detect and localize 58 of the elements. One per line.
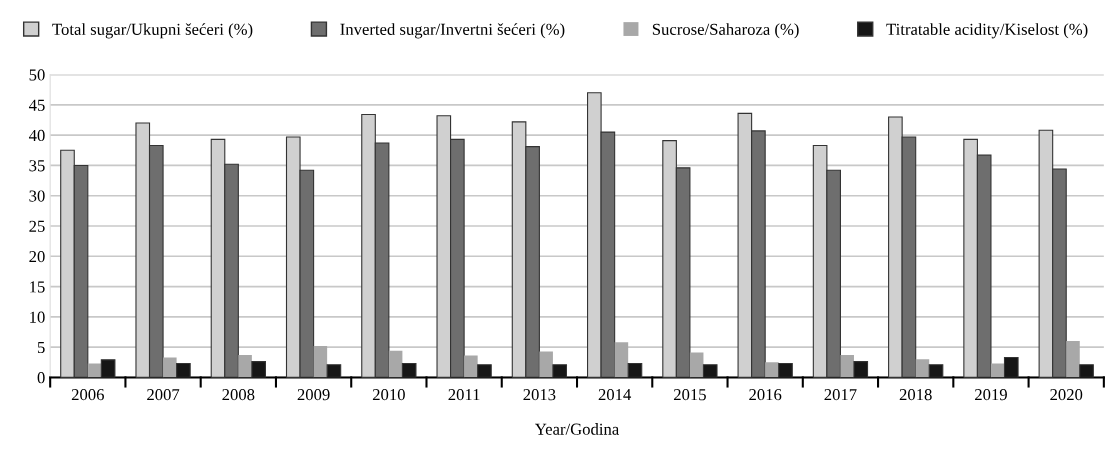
y-tick-label: 35 — [29, 160, 45, 172]
x-tick-label: 2018 — [899, 389, 932, 401]
y-tick-label: 50 — [29, 69, 45, 81]
bar — [539, 351, 553, 378]
legend-label: Sucrose/Saharoza (%) — [652, 23, 799, 39]
legend-label: Inverted sugar/Invertni šećeri (%) — [340, 23, 565, 39]
bar — [853, 361, 869, 378]
x-tick-label: 2016 — [749, 389, 782, 401]
bar — [100, 359, 116, 378]
bar — [87, 363, 102, 378]
bar — [928, 364, 944, 378]
bar — [401, 362, 417, 378]
x-tick-label: 2007 — [147, 389, 180, 401]
x-tick-label: 2014 — [598, 389, 632, 401]
bar — [176, 362, 191, 378]
bar — [765, 362, 779, 378]
bar — [702, 364, 718, 378]
bar — [238, 355, 252, 378]
bar — [915, 359, 930, 378]
y-tick-label: 15 — [30, 281, 45, 293]
x-tick-label: 2015 — [673, 389, 706, 401]
legend-label: Titratable acidity/Kiselost (%) — [886, 23, 1088, 39]
x-tick-label: 2011 — [448, 389, 480, 401]
y-tick-label: 45 — [28, 99, 45, 111]
x-tick-label: 2020 — [1050, 389, 1083, 401]
y-tick-label: 10 — [30, 311, 45, 323]
y-tick-label: 20 — [29, 250, 45, 263]
x-axis-title: Year/Godina — [534, 423, 619, 435]
bar — [477, 364, 492, 378]
x-tick-label: 2019 — [975, 389, 1007, 401]
bar — [464, 355, 478, 378]
bar — [388, 350, 403, 378]
y-tick-label: 25 — [29, 220, 45, 232]
y-tick-label: 5 — [37, 342, 45, 354]
y-tick-label: 0 — [37, 372, 45, 384]
bar — [1003, 356, 1019, 378]
x-tick-label: 2009 — [297, 389, 330, 401]
bar — [627, 362, 643, 378]
bar — [251, 361, 266, 378]
y-tick-label: 30 — [29, 190, 45, 202]
bar — [326, 364, 342, 378]
x-tick-label: 2006 — [71, 389, 104, 401]
legend-label: Total sugar/Ukupni šećeri (%) — [52, 23, 253, 39]
bar — [840, 355, 854, 378]
y-tick-label: 40 — [28, 129, 45, 142]
x-tick-label: 2008 — [222, 389, 255, 401]
bar — [552, 364, 568, 378]
x-tick-label: 2010 — [372, 389, 405, 401]
x-tick-label: 2013 — [523, 389, 556, 401]
bar — [313, 345, 328, 378]
bar — [163, 357, 177, 378]
bar — [614, 342, 629, 378]
bar — [1079, 364, 1094, 378]
x-tick-label: 2017 — [824, 389, 857, 401]
bar — [689, 352, 704, 378]
bar — [990, 363, 1005, 378]
bar — [1066, 341, 1080, 378]
bar — [778, 362, 793, 378]
